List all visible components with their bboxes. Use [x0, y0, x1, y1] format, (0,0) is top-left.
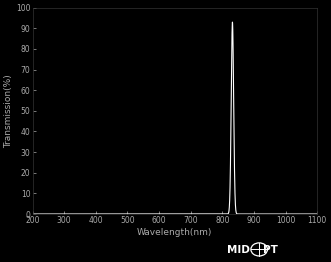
Text: PT: PT — [263, 245, 278, 255]
Y-axis label: Transmission(%): Transmission(%) — [4, 74, 13, 148]
Text: MID: MID — [227, 245, 250, 255]
X-axis label: Wavelength(nm): Wavelength(nm) — [137, 228, 213, 237]
